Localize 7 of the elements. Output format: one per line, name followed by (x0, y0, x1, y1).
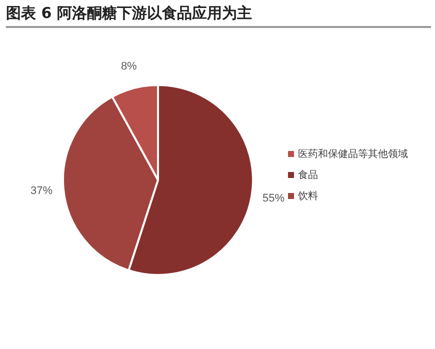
data-label: 37% (30, 185, 53, 198)
data-label: 55% (262, 192, 285, 204)
legend-label: 饮料 (298, 190, 318, 202)
legend-label: 食品 (298, 170, 318, 180)
legend-label: 医药和保健品等其他领域 (298, 148, 408, 160)
data-label: 8% (120, 60, 138, 73)
chart-title: 图表 6 阿洛酮糖下游以食品应用为主 (6, 4, 431, 28)
